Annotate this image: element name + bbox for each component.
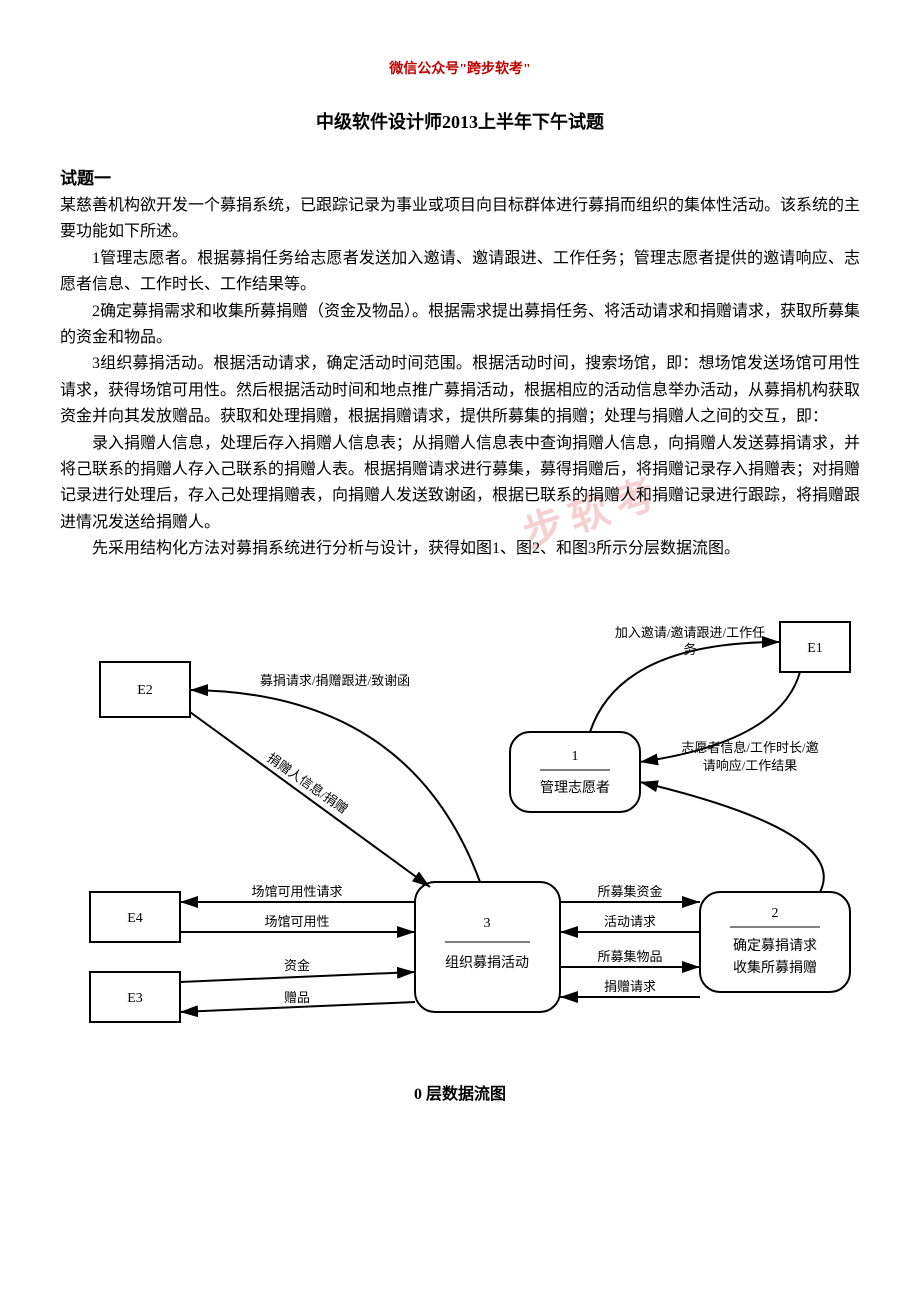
dfd-diagram: E1 E2 E4 E3 1 管理志愿者 2 确定募捐请求 收集所募捐赠 3 组织… [60, 602, 860, 1062]
flow-donor-info-label: 捐赠人信息/捐赠 [265, 751, 351, 818]
flow-funds [180, 972, 415, 982]
process-2-num: 2 [772, 906, 779, 921]
flow-donor-info [190, 712, 430, 887]
paragraph-1: 某慈善机构欲开发一个募捐系统，已跟踪记录为事业或项目向目标群体进行募捐而组织的集… [60, 193, 860, 246]
process-2-name2: 收集所募捐赠 [733, 959, 817, 976]
section-title: 试题一 [60, 164, 860, 189]
process-3-num: 3 [484, 916, 491, 931]
flow-volunteer-label-2: 请响应/工作结果 [703, 758, 798, 773]
process-1-num: 1 [572, 749, 579, 764]
entity-e4-label: E4 [127, 911, 143, 926]
flow-activity-req-label: 活动请求 [604, 914, 656, 929]
content-body: 试题一 某慈善机构欲开发一个募捐系统，已跟踪记录为事业或项目向目标群体进行募捐而… [0, 164, 920, 562]
paragraph-6: 先采用结构化方法对募捐系统进行分析与设计，获得如图1、图2、和图3所示分层数据流… [60, 536, 860, 562]
process-1-name: 管理志愿者 [540, 780, 610, 796]
flow-donate-request-label: 募捐请求/捐赠跟进/致谢函 [260, 673, 410, 688]
flow-funds-label: 资金 [284, 958, 310, 973]
flow-donate-request [190, 690, 480, 882]
flow-collected-items-label: 所募集物品 [597, 949, 662, 964]
flow-invite-label-1: 加入邀请/邀请跟进/工作任 [615, 625, 765, 640]
process-3 [415, 882, 560, 1012]
process-2-name1: 确定募捐请求 [733, 938, 817, 954]
flow-venue-req-label: 场馆可用性请求 [251, 884, 342, 899]
paragraph-3: 2确定募捐需求和收集所募捐赠（资金及物品）。根据需求提出募捐任务、将活动请求和捐… [60, 299, 860, 352]
flow-donation-req-label: 捐赠请求 [604, 979, 656, 994]
flow-invite-label-2: 务 [683, 642, 696, 657]
entity-e3-label: E3 [127, 991, 143, 1006]
process-3-name: 组织募捐活动 [445, 955, 529, 971]
entity-e1-label: E1 [807, 641, 823, 656]
entity-e2-label: E2 [137, 683, 153, 698]
flow-gift-label: 赠品 [284, 990, 310, 1005]
paragraph-5: 录入捐赠人信息，处理后存入捐赠人信息表；从捐赠人信息表中查询捐赠人信息，向捐赠人… [60, 431, 860, 537]
process-1 [510, 732, 640, 812]
paragraph-2: 1管理志愿者。根据募捐任务给志愿者发送加入邀请、邀请跟进、工作任务；管理志愿者提… [60, 246, 860, 299]
header-note: 微信公众号"跨步软考" [0, 0, 920, 78]
paragraph-4: 3组织募捐活动。根据活动请求，确定活动时间范围。根据活动时间，搜索场馆，即：想场… [60, 351, 860, 430]
flow-volunteer-label-1: 志愿者信息/工作时长/邀 [681, 740, 818, 755]
flow-venue-avail-label: 场馆可用性 [264, 914, 329, 929]
flow-collected-funds-label: 所募集资金 [597, 884, 662, 899]
flow-p2-to-p1 [640, 782, 824, 892]
figure-caption: 0 层数据流图 [0, 1080, 920, 1104]
page-title: 中级软件设计师2013上半年下午试题 [0, 108, 920, 134]
